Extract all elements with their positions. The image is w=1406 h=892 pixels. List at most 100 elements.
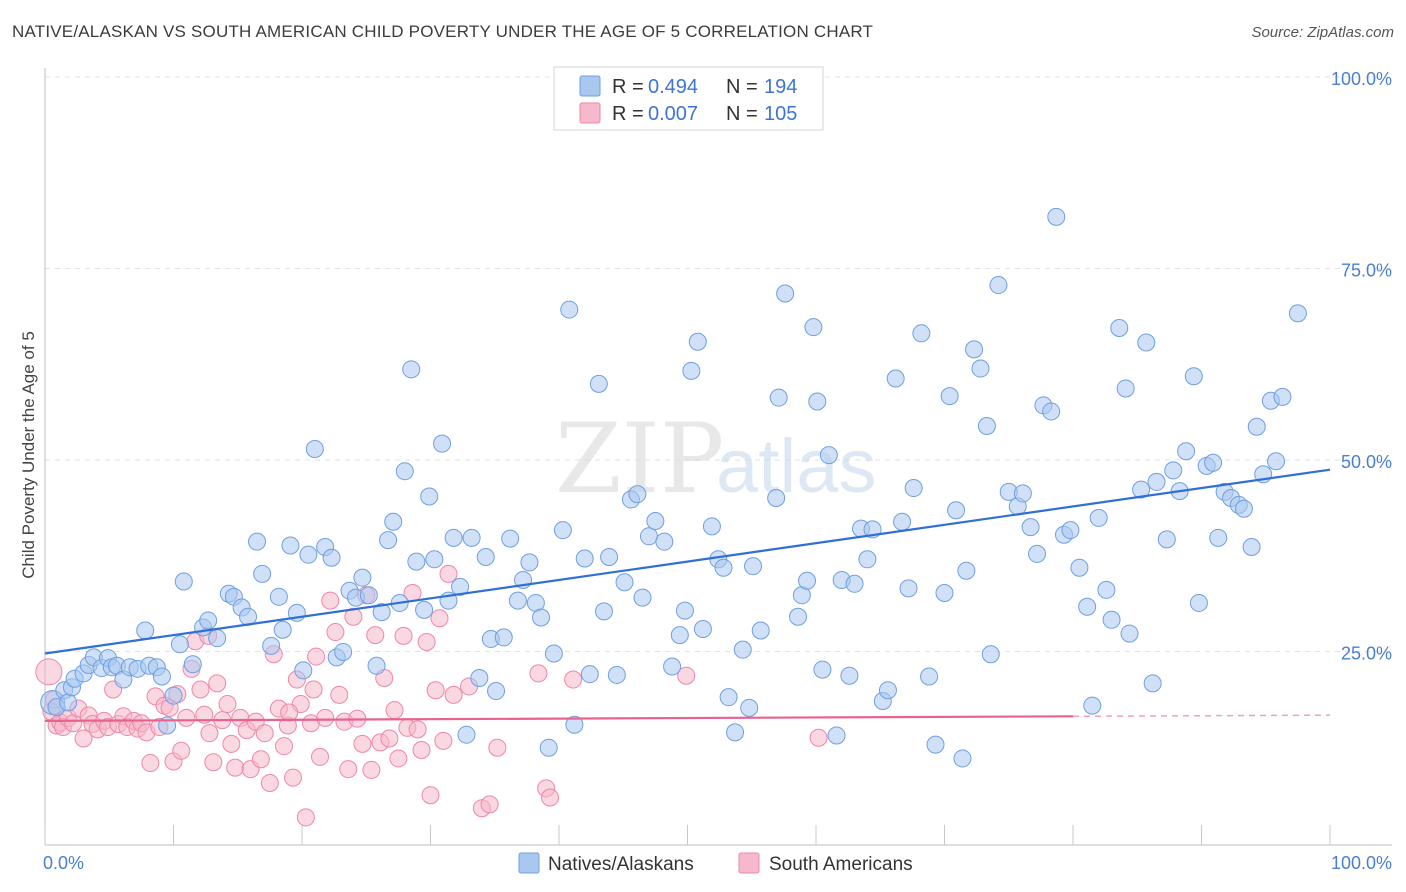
point-native-alaskan — [1089, 508, 1108, 527]
point-native-alaskan — [415, 600, 434, 619]
point-native-alaskan — [693, 619, 712, 638]
trend-lines — [44, 468, 1331, 723]
point-south-american — [195, 705, 214, 724]
point-native-alaskan — [1242, 538, 1261, 557]
chart-title: NATIVE/ALASKAN VS SOUTH AMERICAN CHILD P… — [12, 22, 874, 41]
point-native-alaskan — [462, 528, 481, 547]
legend-r-value-2: 0.007 — [648, 103, 698, 125]
point-south-american — [408, 720, 427, 739]
legend-r-value-1: 0.494 — [648, 76, 698, 98]
point-south-american — [141, 754, 160, 773]
point-native-alaskan — [402, 360, 421, 379]
point-native-alaskan — [359, 586, 378, 605]
watermark: ZIP atlas — [555, 403, 877, 515]
point-native-alaskan — [544, 644, 563, 663]
point-south-american — [366, 626, 385, 645]
point-native-alaskan — [136, 621, 155, 640]
point-native-alaskan — [776, 284, 795, 303]
point-native-alaskan — [827, 726, 846, 745]
watermark-atlas: atlas — [716, 424, 877, 509]
bottom-legend-swatch-pink — [738, 852, 760, 874]
natives-alaskans-points — [40, 207, 1307, 768]
point-native-alaskan — [281, 536, 300, 555]
point-native-alaskan — [893, 512, 912, 531]
point-native-alaskan — [633, 588, 652, 607]
point-native-alaskan — [451, 577, 470, 596]
point-native-alaskan — [767, 489, 786, 508]
point-native-alaskan — [1102, 610, 1121, 629]
point-native-alaskan — [1157, 530, 1176, 549]
point-native-alaskan — [1021, 518, 1040, 537]
point-native-alaskan — [733, 640, 752, 659]
point-native-alaskan — [299, 545, 318, 564]
legend-n-label-2: N = — [726, 103, 758, 125]
point-native-alaskan — [580, 665, 599, 684]
y-tick-label: 50.0% — [1341, 452, 1392, 472]
point-native-alaskan — [655, 532, 674, 551]
point-south-american — [439, 564, 458, 583]
point-native-alaskan — [1042, 402, 1061, 421]
point-south-american — [310, 747, 329, 766]
point-native-alaskan — [1267, 452, 1286, 471]
point-native-alaskan — [714, 558, 733, 577]
point-native-alaskan — [487, 682, 506, 701]
point-native-alaskan — [798, 571, 817, 590]
point-native-alaskan — [305, 439, 324, 458]
point-south-american — [380, 729, 399, 748]
point-south-american — [218, 695, 237, 714]
point-native-alaskan — [494, 628, 513, 647]
point-south-american — [394, 626, 413, 645]
point-native-alaskan — [575, 549, 594, 568]
point-native-alaskan — [1184, 367, 1203, 386]
point-native-alaskan — [420, 487, 439, 506]
point-south-american — [529, 664, 548, 683]
point-native-alaskan — [253, 564, 272, 583]
point-native-alaskan — [59, 693, 78, 712]
point-native-alaskan — [444, 528, 463, 547]
point-south-american — [444, 685, 463, 704]
point-native-alaskan — [384, 512, 403, 531]
point-south-american — [316, 708, 335, 727]
point-native-alaskan — [476, 547, 495, 566]
point-native-alaskan — [688, 332, 707, 351]
point-native-alaskan — [425, 550, 444, 569]
point-native-alaskan — [947, 501, 966, 520]
point-native-alaskan — [1234, 499, 1253, 518]
legend-swatch-blue — [579, 75, 601, 97]
point-native-alaskan — [1061, 521, 1080, 540]
point-native-alaskan — [886, 369, 905, 388]
point-native-alaskan — [353, 568, 372, 587]
point-native-alaskan — [589, 374, 608, 393]
point-native-alaskan — [1247, 417, 1266, 436]
point-native-alaskan — [508, 591, 527, 610]
point-south-american — [434, 731, 453, 750]
point-native-alaskan — [199, 611, 218, 630]
point-native-alaskan — [751, 621, 770, 640]
point-south-american — [172, 741, 191, 760]
point-native-alaskan — [560, 300, 579, 319]
point-south-american — [564, 670, 583, 689]
point-south-american — [353, 734, 372, 753]
y-tick-label: 75.0% — [1341, 261, 1392, 281]
point-south-american — [35, 658, 63, 686]
point-native-alaskan — [322, 548, 341, 567]
point-native-alaskan — [1177, 442, 1196, 461]
point-native-alaskan — [170, 635, 189, 654]
x-tick-label-max: 100.0% — [1331, 853, 1392, 873]
point-native-alaskan — [1078, 597, 1097, 616]
point-south-american — [480, 795, 499, 814]
point-native-alaskan — [1097, 580, 1116, 599]
point-native-alaskan — [1137, 333, 1156, 352]
point-native-alaskan — [1047, 207, 1066, 226]
point-native-alaskan — [1110, 318, 1129, 337]
point-native-alaskan — [1273, 387, 1292, 406]
point-native-alaskan — [532, 608, 551, 627]
point-native-alaskan — [1209, 528, 1228, 547]
point-native-alaskan — [989, 276, 1008, 295]
point-native-alaskan — [470, 669, 489, 688]
point-south-american — [251, 750, 270, 769]
point-native-alaskan — [971, 359, 990, 378]
point-south-american — [275, 737, 294, 756]
point-native-alaskan — [294, 661, 313, 680]
